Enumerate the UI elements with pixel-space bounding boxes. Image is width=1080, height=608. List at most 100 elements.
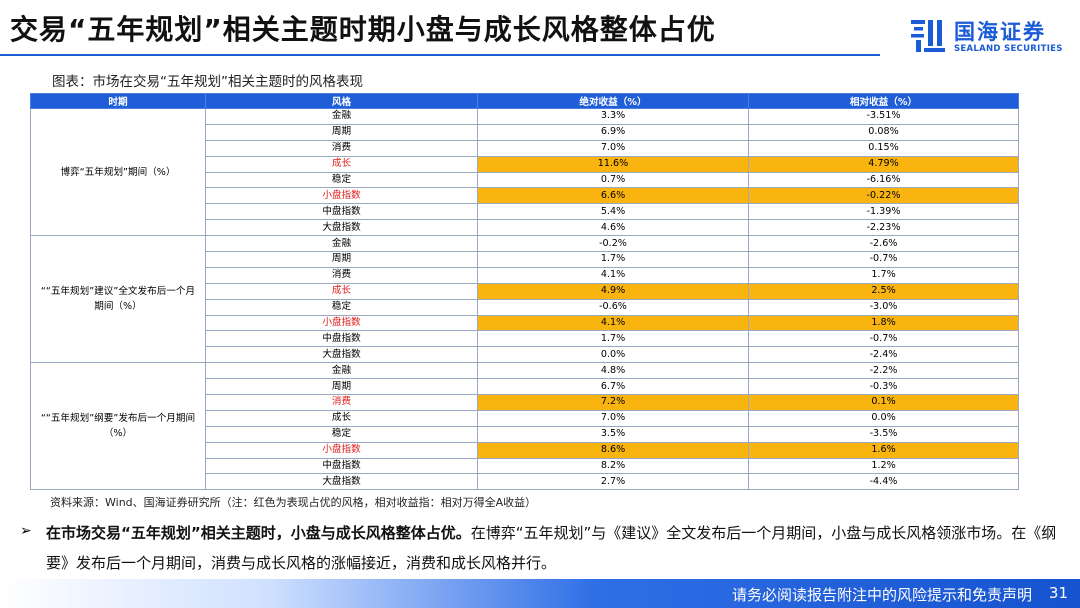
- style-cell: 周期: [205, 123, 478, 141]
- absolute-return-cell: 2.7%: [477, 473, 749, 491]
- style-cell: 大盘指数: [205, 219, 478, 237]
- relative-return-cell: 0.0%: [748, 409, 1019, 427]
- column-header-style: 风格: [205, 93, 478, 109]
- style-cell: 消费: [205, 266, 478, 284]
- relative-return-cell: -3.51%: [748, 108, 1019, 125]
- footer-disclaimer: 请务必阅读报告附注中的风险提示和免责声明: [731, 586, 1032, 604]
- style-cell: 金融: [205, 235, 478, 253]
- style-cell: 金融: [205, 362, 478, 380]
- absolute-return-cell: 4.6%: [477, 219, 749, 237]
- relative-return-cell: -0.3%: [748, 378, 1019, 396]
- relative-return-cell: -0.22%: [748, 187, 1019, 205]
- relative-return-cell: 2.5%: [748, 282, 1019, 300]
- absolute-return-cell: 0.7%: [477, 171, 749, 189]
- style-cell: 小盘指数: [205, 187, 478, 205]
- summary-bold: 在市场交易“五年规划”相关主题时，小盘与成长风格整体占优。: [46, 524, 471, 542]
- source-note: 资料来源：Wind、国海证券研究所（注：红色为表现占优的风格，相对收益指：相对万…: [50, 496, 537, 509]
- table-row: 周期 6.9% 0.08%: [31, 123, 1019, 141]
- table-row: 稳定 -0.6% -3.0%: [31, 298, 1019, 316]
- table-row: ““五年规划”建议”全文发布后一个月期间（%） 金融 -0.2% -2.6%: [30, 235, 1019, 364]
- style-cell: 小盘指数: [205, 314, 478, 332]
- table-row: 成长 11.6% 4.79%: [31, 155, 1019, 173]
- style-cell: 稳定: [205, 425, 478, 443]
- table-row: 成长 4.9% 2.5%: [31, 282, 1019, 300]
- style-cell: 大盘指数: [205, 346, 478, 364]
- bullet-arrow-icon: ➢: [20, 523, 32, 539]
- style-cell: 成长: [205, 282, 478, 300]
- relative-return-cell: -2.23%: [748, 219, 1019, 237]
- logo-english-name: SEALAND SECURITIES: [954, 44, 1063, 54]
- table-row: 大盘指数 4.6% -2.23%: [31, 219, 1019, 237]
- style-cell: 中盘指数: [205, 330, 478, 348]
- footer-bar: 请务必阅读报告附注中的风险提示和免责声明 31: [0, 579, 1080, 608]
- absolute-return-cell: 7.2%: [477, 394, 749, 411]
- style-cell: 成长: [205, 409, 478, 427]
- absolute-return-cell: 8.6%: [477, 441, 749, 459]
- absolute-return-cell: 0.0%: [477, 346, 749, 364]
- relative-return-cell: -3.0%: [748, 298, 1019, 316]
- relative-return-cell: -1.39%: [748, 203, 1019, 221]
- style-cell: 中盘指数: [205, 457, 478, 475]
- relative-return-cell: -2.4%: [748, 346, 1019, 364]
- style-cell: 稳定: [205, 298, 478, 316]
- title-underline: [0, 54, 880, 56]
- relative-return-cell: 1.2%: [748, 457, 1019, 475]
- style-cell: 稳定: [205, 171, 478, 189]
- relative-return-cell: -0.7%: [748, 330, 1019, 348]
- style-cell: 周期: [205, 251, 478, 268]
- table-row: 中盘指数 8.2% 1.2%: [31, 457, 1019, 475]
- column-header-relative-return: 相对收益（%）: [748, 93, 1019, 109]
- relative-return-cell: -3.5%: [748, 425, 1019, 443]
- absolute-return-cell: 4.1%: [477, 266, 749, 284]
- column-header-absolute-return: 绝对收益（%）: [477, 93, 749, 109]
- relative-return-cell: 1.8%: [748, 314, 1019, 332]
- relative-return-cell: -0.7%: [748, 251, 1019, 268]
- relative-return-cell: 1.6%: [748, 441, 1019, 459]
- absolute-return-cell: 1.7%: [477, 251, 749, 268]
- period-cell: ““五年规划”建议”全文发布后一个月期间（%）: [30, 235, 206, 364]
- table-row: 大盘指数 2.7% -4.4%: [31, 473, 1019, 491]
- absolute-return-cell: 7.0%: [477, 409, 749, 427]
- summary-text: 在博弈“五年规划”与《建议》全文发布后一个月期间，小盘与成长风格领涨市场。在《纲…: [46, 524, 1057, 572]
- table-row: 小盘指数 6.6% -0.22%: [31, 187, 1019, 205]
- relative-return-cell: -2.6%: [748, 235, 1019, 253]
- style-cell: 大盘指数: [205, 473, 478, 491]
- absolute-return-cell: -0.2%: [477, 235, 749, 253]
- relative-return-cell: 4.79%: [748, 155, 1019, 173]
- page-number: 31: [1048, 584, 1068, 602]
- column-header-period: 时期: [30, 93, 206, 109]
- table-row: 大盘指数 0.0% -2.4%: [31, 346, 1019, 364]
- style-performance-table: 时期 风格 绝对收益（%） 相对收益（%） 博弈“五年规划”期间（%） 金融 3.3…: [30, 93, 1019, 491]
- table-row: ““五年规划”纲要”发布后一个月期间（%） 金融 4.8% -2.2%: [30, 362, 1019, 491]
- logo-chinese-name: 国海证券: [954, 20, 1046, 44]
- relative-return-cell: -4.4%: [748, 473, 1019, 491]
- absolute-return-cell: 1.7%: [477, 330, 749, 348]
- absolute-return-cell: 4.9%: [477, 282, 749, 300]
- absolute-return-cell: 8.2%: [477, 457, 749, 475]
- period-cell: 博弈“五年规划”期间（%）: [30, 107, 206, 237]
- absolute-return-cell: 11.6%: [477, 155, 749, 173]
- table-row: 小盘指数 4.1% 1.8%: [31, 314, 1019, 332]
- style-cell: 消费: [205, 394, 478, 411]
- style-cell: 中盘指数: [205, 203, 478, 221]
- absolute-return-cell: 6.9%: [477, 123, 749, 141]
- relative-return-cell: 0.15%: [748, 139, 1019, 157]
- absolute-return-cell: 7.0%: [477, 139, 749, 157]
- absolute-return-cell: 6.7%: [477, 378, 749, 396]
- table-row: 博弈“五年规划”期间（%） 金融 3.3% -3.51%: [30, 107, 1019, 237]
- style-cell: 小盘指数: [205, 441, 478, 459]
- relative-return-cell: 0.1%: [748, 394, 1019, 411]
- chart-caption: 图表：市场在交易“五年规划”相关主题时的风格表现: [52, 74, 363, 90]
- relative-return-cell: -6.16%: [748, 171, 1019, 189]
- relative-return-cell: 1.7%: [748, 266, 1019, 284]
- absolute-return-cell: 6.6%: [477, 187, 749, 205]
- table-body: 博弈“五年规划”期间（%） 金融 3.3% -3.51% 周期 6.9% 0.08% 消费 7.…: [30, 107, 1019, 491]
- absolute-return-cell: 5.4%: [477, 203, 749, 221]
- period-cell: ““五年规划”纲要”发布后一个月期间（%）: [30, 362, 206, 491]
- relative-return-cell: -2.2%: [748, 362, 1019, 380]
- summary-paragraph: 在市场交易“五年规划”相关主题时，小盘与成长风格整体占优。在博弈“五年规划”与《…: [46, 518, 1071, 578]
- absolute-return-cell: 3.3%: [477, 108, 749, 125]
- style-cell: 成长: [205, 155, 478, 173]
- table-header-row: 时期 风格 绝对收益（%） 相对收益（%）: [30, 93, 1019, 109]
- page-title: 交易“五年规划”相关主题时期小盘与成长风格整体占优: [10, 13, 716, 46]
